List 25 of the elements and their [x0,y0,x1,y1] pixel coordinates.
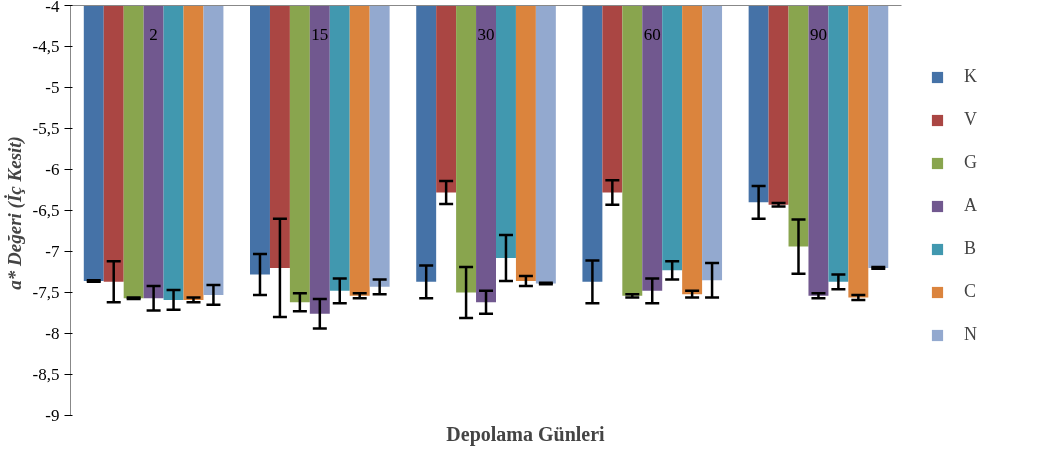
y-tick-label: -8,5 [32,365,60,384]
y-axis-title: a* Değeri (İç Kesit) [3,136,26,290]
x-tick-label: 2 [149,24,158,44]
legend-label: A [964,195,978,216]
y-tick-label: -4 [45,0,60,16]
y-tick-label: -8 [45,324,60,343]
x-axis-title: Depolama Günleri [446,422,606,446]
y-tick-label: -6,5 [32,201,60,220]
y-tick-label: -7,5 [32,283,60,302]
legend-label: B [964,238,977,259]
x-tick-label: 15 [311,24,329,44]
y-tick-label: -9 [45,406,60,425]
y-tick-label: -5,5 [32,119,60,138]
legend-label: C [964,281,977,302]
x-tick-label: 30 [477,24,495,44]
y-tick-label: -4,5 [32,37,60,56]
legend-label: K [964,66,978,87]
y-tick-label: -5 [45,78,60,97]
legend-label: N [964,324,978,345]
x-tick-label: 90 [809,24,827,44]
legend-label: V [964,109,978,130]
x-tick-label: 60 [643,24,661,44]
y-tick-label: -6 [45,160,60,179]
y-tick-label: -7 [45,242,60,261]
legend-label: G [964,152,978,173]
